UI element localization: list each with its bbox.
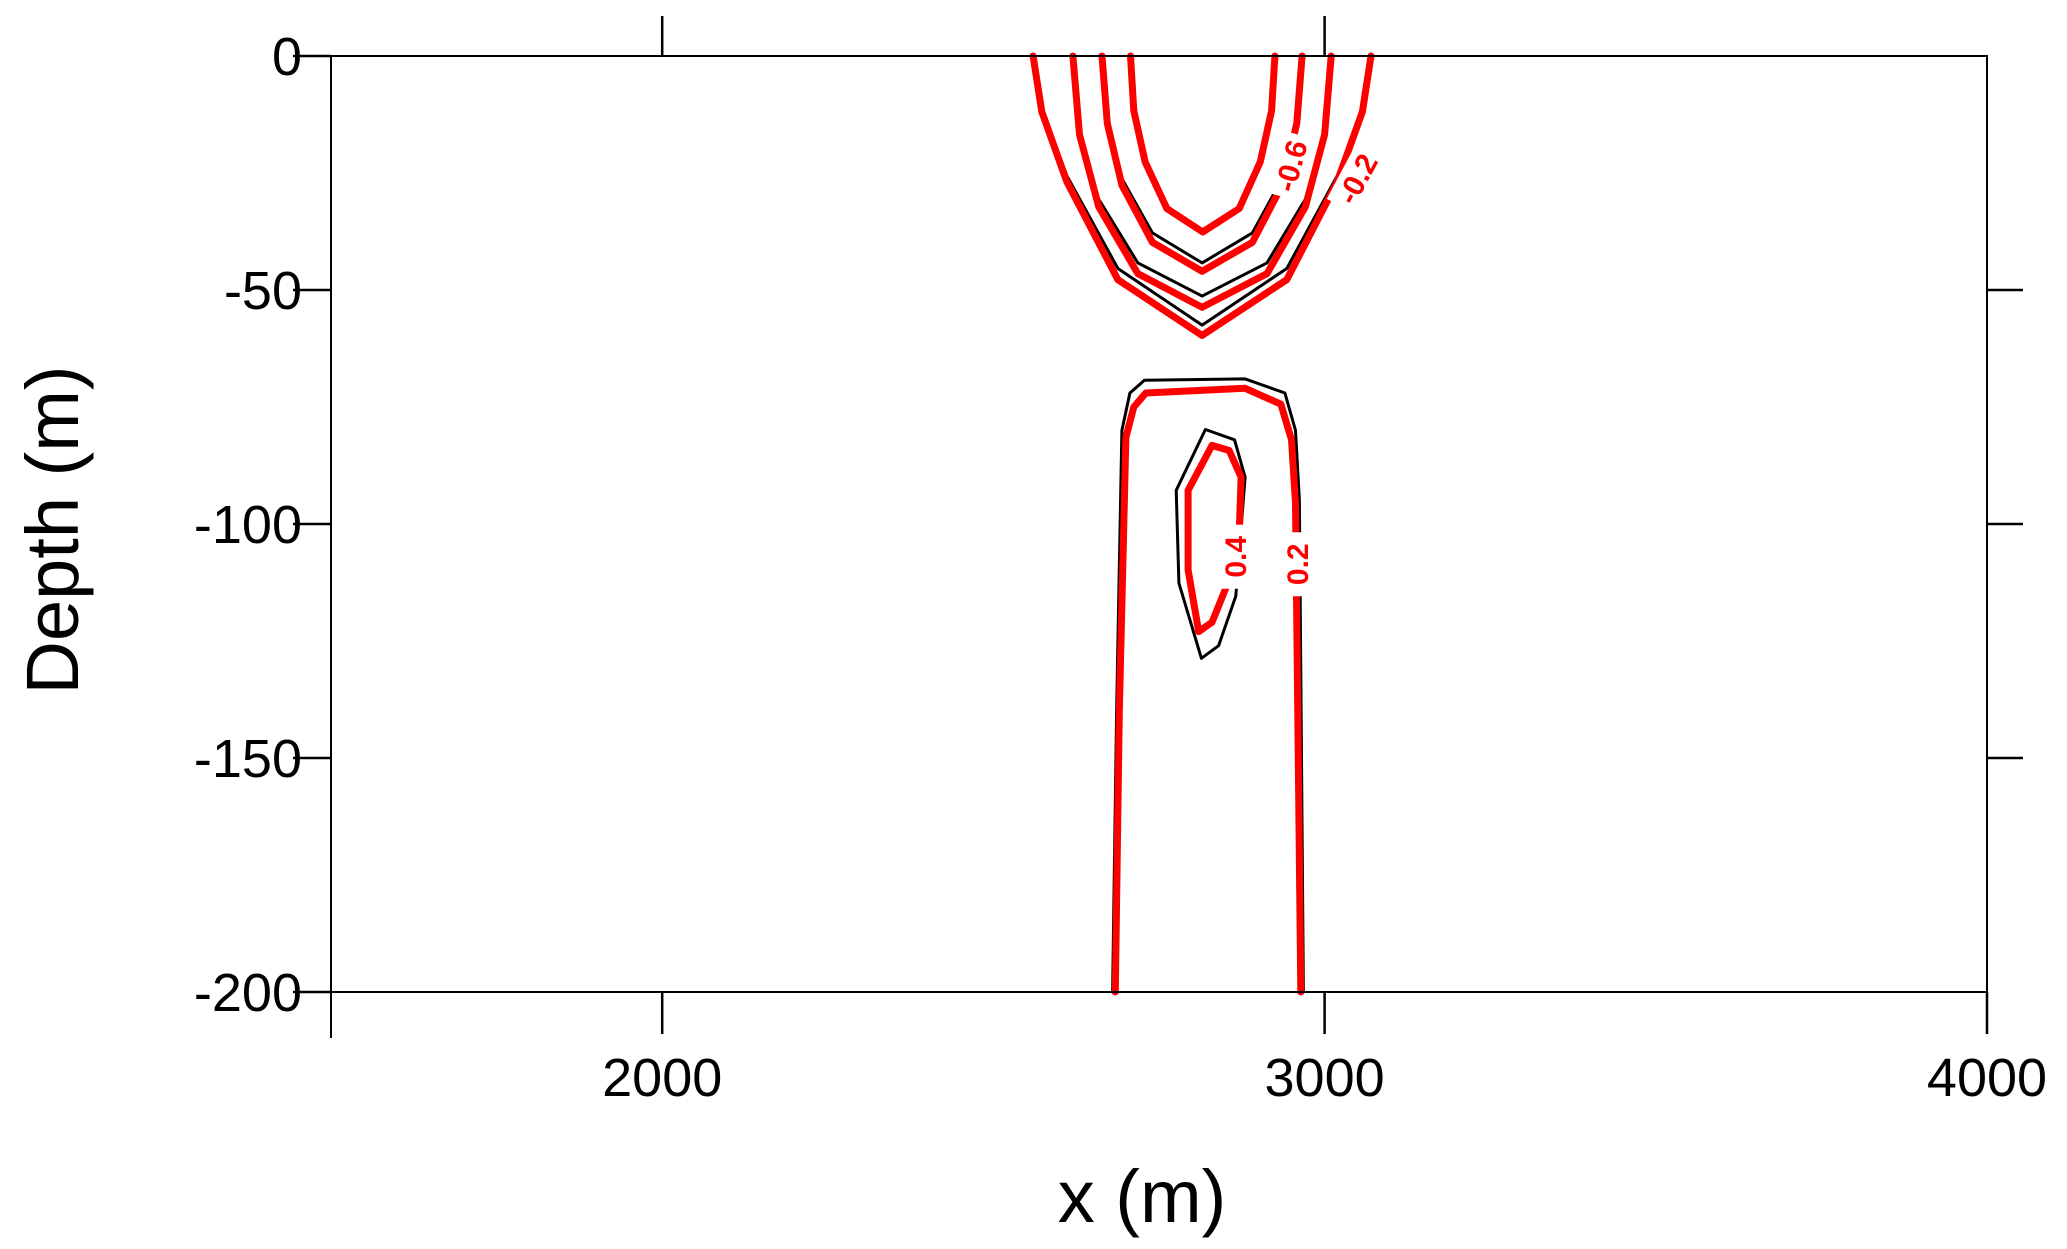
contour-lines	[1029, 52, 1375, 996]
x-tick-label: 4000	[1927, 1048, 2047, 1108]
plot-frame-left	[330, 55, 332, 1038]
y-tick-label: 0	[272, 27, 302, 87]
x-tick-label: 2000	[602, 1048, 722, 1108]
contour-label-bg	[1280, 532, 1317, 597]
contour-label-bg	[1326, 142, 1389, 216]
contour-line-red-0.2	[1111, 384, 1305, 996]
contour-line-red--0.4	[1069, 52, 1335, 311]
y-axis-label: Depth (m)	[11, 366, 94, 695]
contour-line-black-0.4	[1174, 428, 1247, 660]
contour-label: 0.2	[1282, 543, 1315, 585]
axis-ticks: 2000 3000 4000 0 -50 -100 -150 -200	[194, 16, 2047, 1108]
contour-label-bg	[1217, 524, 1254, 589]
x-axis-label: x (m)	[1058, 1155, 1227, 1238]
contour-label: 0.4	[1220, 536, 1253, 578]
y-tick-label: -100	[194, 495, 302, 555]
y-tick-label: -200	[194, 963, 302, 1023]
contour-label-bg	[1265, 130, 1318, 202]
y-tick-label: -150	[194, 729, 302, 789]
x-tick-label: 3000	[1265, 1048, 1385, 1108]
plot-frame-bottom	[331, 991, 1987, 993]
plot-frame-top	[331, 55, 1987, 57]
contour-line-black--0.2	[1031, 54, 1373, 327]
y-tick-label: -50	[224, 261, 302, 321]
contour-line-red--0.2	[1029, 52, 1375, 339]
contour-labels: -0.6 -0.20.4 0.2	[1217, 130, 1389, 597]
contour-line-black-0.2	[1111, 377, 1305, 994]
contour-line-red--0.8	[1127, 52, 1279, 236]
